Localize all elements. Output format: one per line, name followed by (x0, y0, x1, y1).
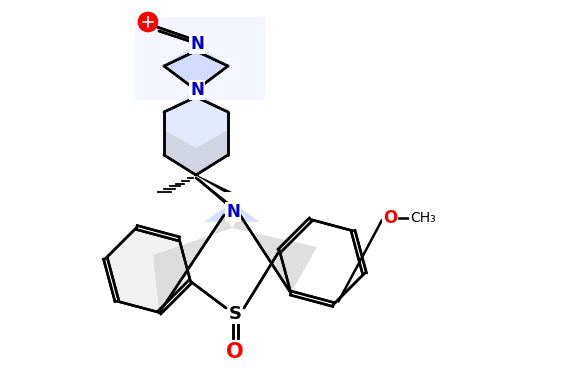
Text: N: N (190, 81, 204, 99)
Polygon shape (135, 17, 265, 100)
Text: O: O (226, 342, 244, 362)
Polygon shape (164, 90, 228, 175)
Polygon shape (100, 228, 191, 312)
Text: N: N (190, 35, 204, 53)
Text: N: N (190, 35, 204, 53)
Polygon shape (164, 44, 228, 90)
Circle shape (138, 13, 157, 32)
Text: N: N (226, 203, 240, 221)
Text: N: N (190, 81, 204, 99)
Polygon shape (195, 175, 232, 192)
Text: O: O (226, 342, 244, 362)
Text: S: S (229, 305, 241, 323)
Polygon shape (153, 215, 232, 312)
Text: O: O (383, 209, 397, 227)
Text: CH₃: CH₃ (410, 211, 436, 225)
Polygon shape (232, 215, 317, 293)
Polygon shape (164, 130, 228, 175)
Text: O: O (383, 209, 397, 227)
Text: N: N (226, 203, 240, 221)
Circle shape (138, 13, 157, 32)
Text: S: S (229, 305, 241, 323)
Polygon shape (204, 202, 260, 222)
Text: CH₃: CH₃ (410, 211, 436, 225)
